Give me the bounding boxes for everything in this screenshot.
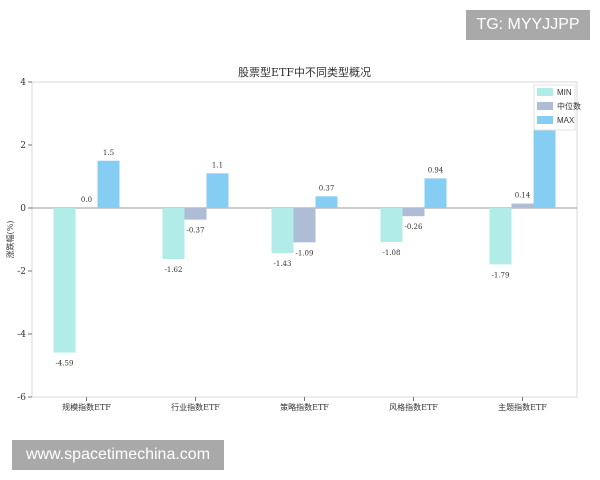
bar-中位数-3 [402, 208, 425, 217]
watermark-top: TG: MYYJJPP [466, 10, 590, 40]
y-axis-label: 涨跌幅(%) [5, 221, 15, 259]
bar-value-label: 1.1 [212, 161, 223, 169]
legend-swatch [537, 102, 553, 110]
bar-MAX-3 [424, 178, 447, 208]
bar-中位数-2 [293, 208, 316, 243]
y-tick-label: -6 [17, 393, 26, 403]
bar-value-label: 0.0 [81, 196, 92, 204]
bar-MIN-4 [489, 208, 512, 265]
bar-value-label: 0.37 [319, 184, 335, 192]
bar-value-label: 0.94 [428, 166, 444, 174]
bars [53, 126, 556, 353]
bar-中位数-4 [511, 203, 534, 208]
x-axis-ticks: 规模指数ETF 行业指数ETF 策略指数ETF 风格指数ETF 主题指数ETF [62, 397, 547, 412]
bar-MIN-2 [271, 208, 294, 254]
legend-swatch [537, 116, 553, 124]
bar-MAX-2 [315, 196, 338, 208]
x-tick-label: 行业指数ETF [171, 402, 220, 412]
bar-MAX-4 [533, 126, 556, 208]
bar-value-label: -4.59 [56, 360, 74, 368]
bar-MIN-3 [380, 208, 403, 243]
chart-title: 股票型ETF中不同类型概况 [238, 65, 371, 79]
watermark-bottom: www.spacetimechina.com [12, 440, 224, 470]
legend: MIN 中位数 MAX [533, 84, 581, 131]
y-tick-label: -4 [17, 330, 26, 340]
bar-value-label: -1.62 [165, 266, 183, 274]
y-axis-ticks: -6 -4 -2 0 2 4 [17, 78, 32, 403]
bar-value-label: -0.37 [187, 227, 205, 235]
bar-MIN-0 [53, 208, 76, 353]
x-tick-label: 主题指数ETF [498, 402, 547, 412]
bar-value-label: -1.79 [492, 271, 510, 279]
legend-swatch [537, 88, 553, 96]
x-tick-label: 规模指数ETF [62, 402, 111, 412]
legend-label: 中位数 [557, 101, 581, 111]
bar-中位数-1 [184, 208, 207, 220]
y-tick-label: 2 [20, 141, 26, 151]
bar-value-label: -1.08 [383, 249, 401, 257]
y-tick-label: 4 [20, 78, 26, 88]
bar-MIN-1 [162, 208, 185, 260]
bar-value-label: 1.5 [103, 149, 114, 157]
x-tick-label: 风格指数ETF [389, 402, 438, 412]
bar-MAX-1 [206, 173, 229, 208]
bar-value-labels: -4.59 -1.62 -1.43 -1.08 -1.79 0.0 -0.37 -1.09 -0… [56, 149, 531, 368]
bar-value-label: -0.26 [405, 223, 423, 231]
bar-MAX-0 [97, 160, 120, 208]
y-tick-label: 0 [20, 204, 26, 214]
bar-value-label: -1.09 [296, 249, 314, 257]
x-tick-label: 策略指数ETF [280, 402, 329, 412]
bar-value-label: -1.43 [274, 260, 292, 268]
legend-label: MAX [557, 116, 575, 125]
bar-value-label: 0.14 [515, 192, 531, 200]
y-tick-label: -2 [17, 267, 26, 277]
legend-label: MIN [557, 88, 572, 97]
